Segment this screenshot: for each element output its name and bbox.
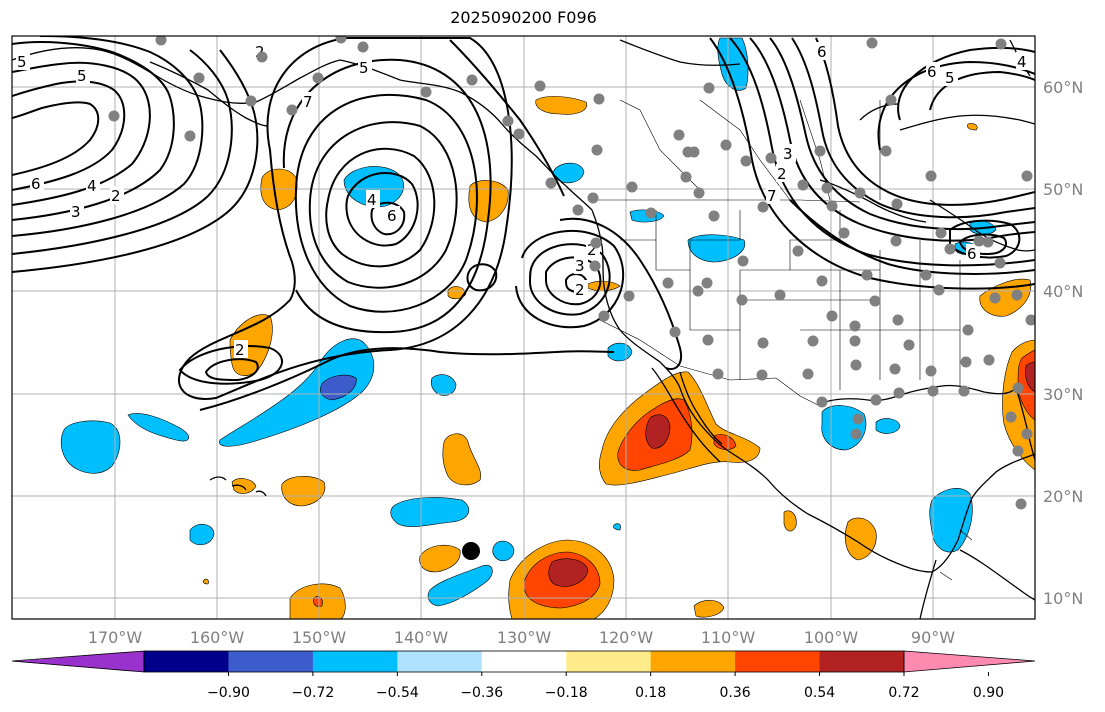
- station-markers: [108, 36, 1035, 510]
- lon-label: 140°W: [394, 628, 449, 647]
- positive-anomaly-core: [548, 361, 1035, 587]
- lon-label: 100°W: [804, 628, 859, 647]
- contour-label: 6: [816, 42, 830, 61]
- svg-text:5: 5: [17, 53, 27, 71]
- lat-label: 20°N: [1043, 487, 1083, 506]
- contour-label: 2: [110, 186, 124, 205]
- contour-label: 2: [574, 280, 588, 299]
- colorbar-tick-label: −0.90: [207, 685, 250, 701]
- svg-text:6: 6: [817, 43, 827, 61]
- colorbar-ticks: −0.90 −0.72 −0.54 −0.36 −0.18 0.18 0.36 0.54 0.7…: [207, 672, 1004, 701]
- colorbar-segment: [397, 651, 483, 672]
- contour-label: 5: [16, 52, 30, 71]
- contour-label: 4: [1016, 52, 1030, 71]
- colorbar-tick-label: −0.54: [376, 685, 419, 701]
- svg-text:2: 2: [235, 341, 245, 359]
- svg-text:4: 4: [87, 177, 97, 195]
- marked-point: [462, 542, 480, 560]
- svg-text:6: 6: [927, 63, 937, 81]
- colorbar-tick-label: 0.90: [973, 685, 1004, 701]
- contour-label: 7: [766, 186, 780, 205]
- contour-label: 3: [782, 144, 796, 163]
- contour-label: 4: [366, 190, 380, 209]
- svg-text:2: 2: [777, 165, 787, 183]
- colorbar-tick-label: 0.72: [888, 685, 919, 701]
- contour-label: 5: [76, 66, 90, 85]
- svg-text:7: 7: [767, 187, 777, 205]
- lon-label: 90°W: [911, 628, 955, 647]
- contour-label: 2: [776, 164, 790, 183]
- svg-text:4: 4: [1017, 53, 1027, 71]
- svg-text:7: 7: [303, 93, 313, 111]
- lat-label: 50°N: [1043, 180, 1083, 199]
- lat-label: 30°N: [1043, 385, 1083, 404]
- lon-label: 120°W: [599, 628, 654, 647]
- lon-label: 130°W: [497, 628, 552, 647]
- filled-anomalies: [60, 37, 1035, 619]
- contour-label: 5: [944, 68, 958, 87]
- lon-label: 170°W: [88, 628, 143, 647]
- lat-label: 10°N: [1043, 589, 1083, 608]
- lat-label: 40°N: [1043, 282, 1083, 301]
- contour-label: 4: [86, 176, 100, 195]
- colorbar-extend-min: [12, 651, 144, 672]
- colorbar-segment: [735, 651, 821, 672]
- svg-text:6: 6: [967, 245, 977, 263]
- contour-labels: 5 6 4 3 2 5 2 5 4 6 2 7 3 2 2 6 7 3 2 6 …: [16, 42, 1030, 359]
- colorbar-tick-label: 0.36: [720, 685, 751, 701]
- longitude-labels: 170°W 160°W 150°W 140°W 130°W 120°W 110°…: [88, 628, 955, 647]
- contour-label: 6: [386, 206, 400, 225]
- colorbar-tick-label: −0.36: [460, 685, 503, 701]
- colorbar-tick-label: 0.18: [635, 685, 666, 701]
- contour-label: 5: [358, 58, 372, 77]
- colorbar-tick-label: 0.54: [804, 685, 835, 701]
- colorbar-tick-label: −0.72: [291, 685, 334, 701]
- lon-label: 160°W: [190, 628, 245, 647]
- lon-label: 150°W: [292, 628, 347, 647]
- svg-text:2: 2: [587, 241, 597, 259]
- contour-label: 6: [30, 174, 44, 193]
- colorbar-segment: [228, 651, 314, 672]
- colorbar-segment: [819, 651, 905, 672]
- svg-text:3: 3: [783, 145, 793, 163]
- svg-text:4: 4: [367, 191, 377, 209]
- svg-text:5: 5: [359, 59, 369, 77]
- contour-label: 2: [234, 340, 248, 359]
- contour-label: 3: [574, 256, 588, 275]
- contour-label: 6: [926, 62, 940, 81]
- contour-label: 7: [302, 92, 316, 111]
- map-title: 2025090200 F096: [450, 8, 597, 27]
- colorbar-tick-label: −0.18: [545, 685, 588, 701]
- svg-text:5: 5: [77, 67, 87, 85]
- lat-label: 60°N: [1043, 78, 1083, 97]
- colorbar-outline-right: [903, 650, 1036, 673]
- contour-label: 6: [966, 244, 980, 263]
- map-frame: [11, 35, 1036, 620]
- svg-text:3: 3: [71, 203, 81, 221]
- coastlines: [12, 39, 1035, 619]
- colorbar-segment: [566, 651, 652, 672]
- colorbar-segment: [481, 651, 567, 672]
- colorbar-segment: [650, 651, 736, 672]
- graticule: [12, 36, 1035, 619]
- colorbar-segments: [12, 651, 1035, 672]
- lon-label: 110°W: [701, 628, 756, 647]
- latitude-labels: 60°N 50°N 40°N 30°N 20°N 10°N: [1043, 78, 1083, 608]
- svg-text:6: 6: [387, 207, 397, 225]
- svg-text:5: 5: [945, 69, 955, 87]
- contour-label: 3: [70, 202, 84, 221]
- svg-text:6: 6: [31, 175, 41, 193]
- colorbar-extend-max: [904, 651, 1035, 672]
- line-contours: [12, 36, 1035, 411]
- colorbar: −0.90 −0.72 −0.54 −0.36 −0.18 0.18 0.36 0.54 0.7…: [11, 650, 1036, 701]
- svg-text:2: 2: [111, 187, 121, 205]
- svg-text:2: 2: [575, 281, 585, 299]
- colorbar-segment: [312, 651, 398, 672]
- colorbar-segment: [144, 651, 229, 672]
- svg-text:3: 3: [575, 257, 585, 275]
